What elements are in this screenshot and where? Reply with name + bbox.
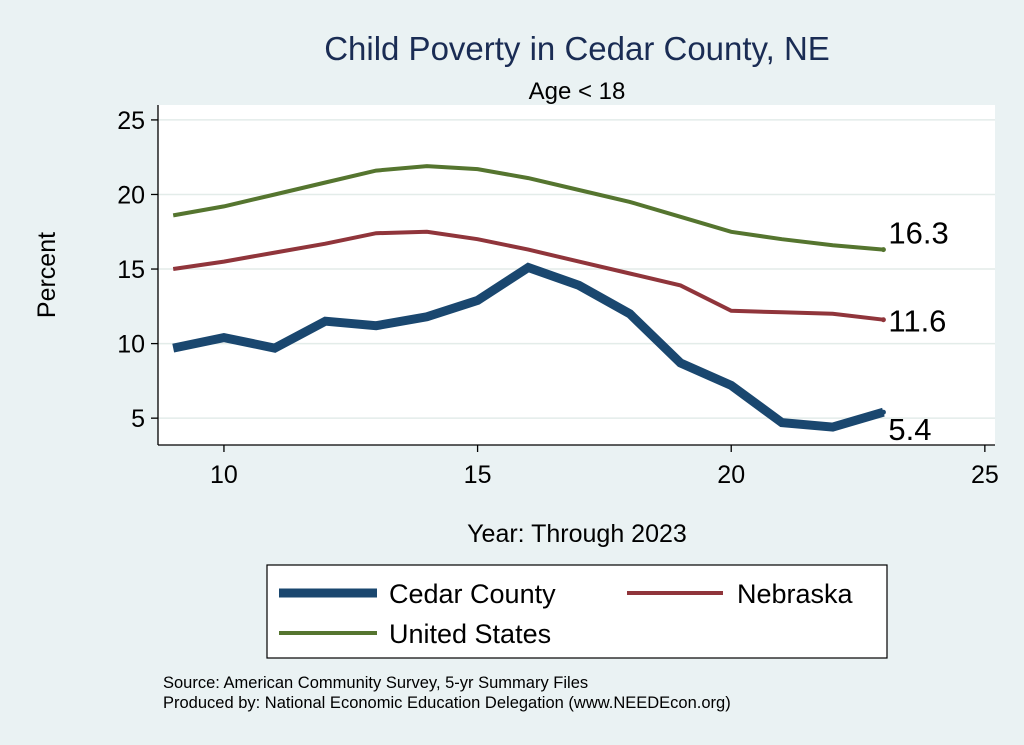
y-tick-label: 5 [131, 405, 145, 433]
legend-label-nebraska: Nebraska [737, 579, 854, 609]
y-tick-label: 25 [117, 107, 145, 135]
end-label-united-states: 16.3 [888, 216, 948, 251]
legend: Cedar County Nebraska United States [279, 579, 854, 649]
x-tick-label: 20 [717, 461, 745, 489]
y-tick-label: 10 [117, 331, 145, 359]
chart-title: Child Poverty in Cedar County, NE [324, 30, 830, 67]
source-note: Source: American Community Survey, 5-yr … [163, 674, 588, 692]
x-tick-label: 25 [971, 461, 999, 489]
chart-subtitle: Age < 18 [529, 78, 626, 105]
end-label-nebraska: 11.6 [888, 304, 946, 339]
series-line-united-states [172, 164, 884, 252]
x-axis-title: Year: Through 2023 [467, 520, 687, 548]
series-end-marker-nebraska [880, 317, 886, 323]
end-labels: 5.4 11.6 16.3 [888, 216, 948, 448]
end-label-cedar-county: 5.4 [888, 412, 931, 447]
series-line-nebraska [172, 229, 884, 322]
producer-note: Produced by: National Economic Education… [163, 694, 731, 712]
series-end-marker-united-states [880, 247, 886, 253]
y-axis-title: Percent [33, 232, 61, 318]
legend-label-united-states: United States [389, 619, 551, 649]
series-end-marker-cedar-county [880, 409, 886, 415]
legend-box [266, 564, 888, 659]
y-tick-label: 15 [117, 256, 145, 284]
series-line-cedar-county [172, 262, 885, 432]
y-tick-label: 20 [117, 181, 145, 209]
plot-area [158, 105, 995, 445]
axes: 5 10 15 20 25 10 15 20 25 [117, 105, 999, 489]
legend-label-cedar-county: Cedar County [389, 579, 556, 609]
x-tick-label: 15 [464, 461, 492, 489]
x-tick-label: 10 [210, 461, 238, 489]
series-lines [172, 164, 886, 432]
